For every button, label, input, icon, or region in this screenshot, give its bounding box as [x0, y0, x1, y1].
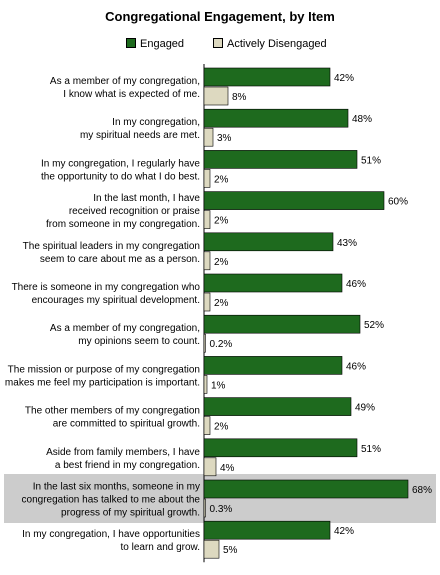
legend-swatch-disengaged — [213, 38, 223, 48]
data-label-disengaged: 2% — [214, 298, 229, 309]
chart-title: Congregational Engagement, by Item — [105, 9, 335, 24]
data-label-engaged: 48% — [352, 114, 372, 125]
category-label: In the last month, I have received recogn… — [46, 193, 200, 230]
legend-item-engaged: Engaged — [126, 38, 184, 50]
bar-engaged — [203, 273, 343, 293]
bar-disengaged — [203, 457, 217, 477]
data-label-disengaged: 0.2% — [210, 339, 233, 350]
data-label-engaged: 42% — [334, 526, 354, 537]
category-label: In my congregation, I have opportunities… — [22, 529, 200, 553]
bar-disengaged — [203, 169, 211, 188]
bar-disengaged — [203, 375, 208, 394]
category-label: As a member of my congregation, my opinio… — [50, 323, 200, 347]
data-label-disengaged: 1% — [211, 380, 226, 391]
category-label: The mission or purpose of my congregatio… — [5, 364, 200, 388]
bar-disengaged — [203, 86, 229, 106]
bar-disengaged — [203, 539, 220, 559]
bar-engaged — [203, 232, 334, 252]
data-label-engaged: 68% — [412, 485, 432, 496]
category-label: The spiritual leaders in my congregation… — [23, 241, 200, 265]
bar-engaged — [203, 314, 361, 334]
bar-engaged — [203, 520, 331, 540]
data-label-disengaged: 2% — [214, 422, 229, 433]
category-label: As a member of my congregation, I know wh… — [50, 76, 200, 100]
legend-label-engaged: Engaged — [140, 38, 185, 50]
data-label-disengaged: 2% — [214, 174, 229, 185]
bar-engaged — [203, 479, 409, 499]
bar-disengaged — [203, 333, 206, 353]
bar-disengaged — [203, 498, 206, 518]
data-label-engaged: 52% — [364, 320, 384, 331]
category-label: The other members of my congregation are … — [25, 406, 200, 430]
bar-disengaged — [203, 127, 214, 147]
bar-disengaged — [203, 210, 211, 229]
bar-engaged — [203, 108, 349, 128]
data-label-disengaged: 3% — [217, 133, 232, 144]
data-label-engaged: 42% — [334, 73, 354, 84]
data-label-engaged: 51% — [361, 444, 381, 455]
legend-item-disengaged: Actively Disengaged — [213, 38, 327, 50]
data-label-disengaged: 5% — [223, 545, 238, 556]
data-label-engaged: 49% — [355, 403, 375, 414]
data-label-engaged: 46% — [346, 361, 366, 372]
bar-engaged — [203, 150, 358, 169]
data-label-engaged: 60% — [388, 197, 408, 208]
data-label-disengaged: 0.3% — [210, 504, 233, 515]
bar-engaged — [203, 67, 331, 87]
data-label-engaged: 43% — [337, 238, 357, 249]
data-label-engaged: 46% — [346, 279, 366, 290]
category-label: In my congregation, my spiritual needs ar… — [80, 117, 200, 141]
data-label-disengaged: 4% — [220, 463, 235, 474]
data-label-disengaged: 8% — [232, 92, 247, 103]
bar-disengaged — [203, 251, 211, 271]
legend-swatch-engaged — [126, 38, 136, 48]
category-label: In the last six months, someone in my con… — [22, 482, 201, 519]
data-label-disengaged: 2% — [214, 257, 229, 268]
category-label: In my congregation, I regularly have the … — [41, 158, 200, 182]
bar-engaged — [203, 438, 358, 458]
bar-disengaged — [203, 292, 211, 312]
data-label-engaged: 51% — [361, 155, 381, 166]
category-label: There is someone in my congregation who e… — [12, 282, 201, 306]
bar-engaged — [203, 397, 352, 416]
bar-engaged — [203, 356, 343, 375]
data-label-disengaged: 2% — [214, 216, 229, 227]
bar-disengaged — [203, 416, 211, 435]
legend-label-disengaged: Actively Disengaged — [227, 38, 327, 50]
category-label: Aside from family members, I have a best … — [46, 447, 200, 471]
bar-engaged — [203, 191, 385, 210]
